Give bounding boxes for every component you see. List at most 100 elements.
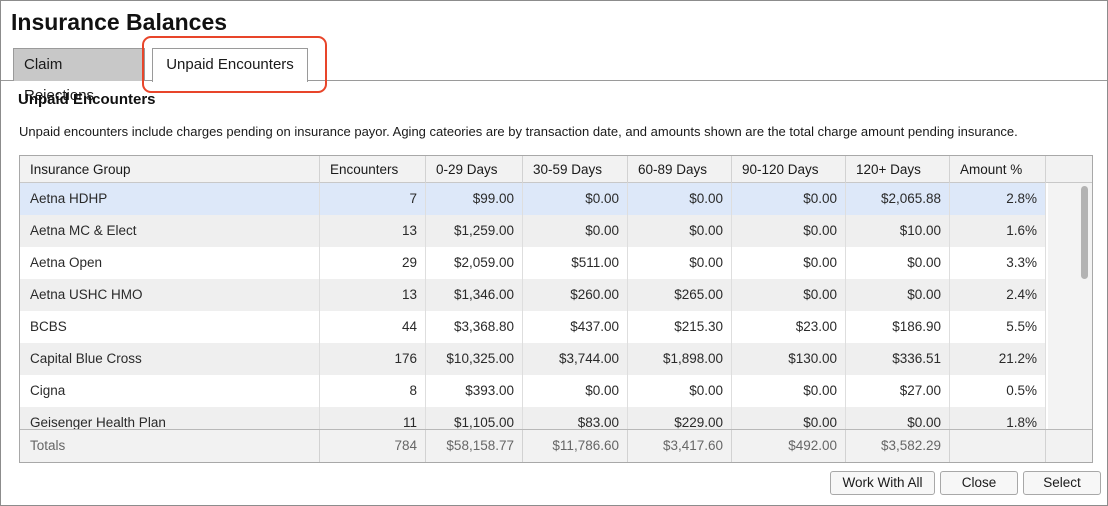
cell-insurance-group: Aetna USHC HMO (20, 279, 320, 311)
table-row[interactable]: Geisenger Health Plan 11 $1,105.00 $83.00 $2… (20, 407, 1046, 429)
cell-amount-pct: 1.8% (950, 407, 1046, 429)
cell-30-59-days: $260.00 (523, 279, 628, 311)
column-header-filler (1046, 156, 1092, 183)
cell-insurance-group: Capital Blue Cross (20, 343, 320, 375)
totals-row: Totals 784 $58,158.77 $11,786.60 $3,417.60 $4… (20, 429, 1092, 462)
column-header-60-89-days[interactable]: 60-89 Days (628, 156, 732, 183)
cell-insurance-group: Cigna (20, 375, 320, 407)
window-title: Insurance Balances (11, 9, 228, 35)
cell-90-120-days: $0.00 (732, 183, 846, 215)
cell-encounters: 13 (320, 215, 426, 247)
cell-30-59-days: $437.00 (523, 311, 628, 343)
vertical-scrollbar-thumb[interactable] (1081, 186, 1088, 279)
column-header-30-59-days[interactable]: 30-59 Days (523, 156, 628, 183)
cell-60-89-days: $265.00 (628, 279, 732, 311)
cell-amount-pct: 21.2% (950, 343, 1046, 375)
cell-amount-pct: 3.3% (950, 247, 1046, 279)
cell-0-29-days: $3,368.80 (426, 311, 523, 343)
cell-0-29-days: $10,325.00 (426, 343, 523, 375)
cell-insurance-group: Aetna MC & Elect (20, 215, 320, 247)
cell-60-89-days: $0.00 (628, 375, 732, 407)
cell-encounters: 44 (320, 311, 426, 343)
column-header-amount-pct[interactable]: Amount % (950, 156, 1046, 183)
column-header-0-29-days[interactable]: 0-29 Days (426, 156, 523, 183)
table-row[interactable]: Aetna MC & Elect 13 $1,259.00 $0.00 $0.00 $0.… (20, 215, 1046, 247)
totals-cell-amount-pct (950, 430, 1046, 462)
tab-unpaid-encounters[interactable]: Unpaid Encounters (152, 48, 308, 82)
cell-90-120-days: $23.00 (732, 311, 846, 343)
cell-120-plus-days: $2,065.88 (846, 183, 950, 215)
cell-120-plus-days: $0.00 (846, 247, 950, 279)
cell-0-29-days: $1,105.00 (426, 407, 523, 429)
cell-120-plus-days: $10.00 (846, 215, 950, 247)
totals-cell-120-plus-days: $3,582.29 (846, 430, 950, 462)
table-header: Insurance Group Encounters 0-29 Days 30-59 … (20, 156, 1092, 183)
cell-90-120-days: $0.00 (732, 279, 846, 311)
column-header-encounters[interactable]: Encounters (320, 156, 426, 183)
cell-90-120-days: $0.00 (732, 407, 846, 429)
cell-encounters: 13 (320, 279, 426, 311)
totals-cell-0-29-days: $58,158.77 (426, 430, 523, 462)
tab-claim-rejections[interactable]: Claim Rejections (13, 48, 145, 104)
cell-120-plus-days: $186.90 (846, 311, 950, 343)
column-header-insurance-group[interactable]: Insurance Group (20, 156, 320, 183)
table-row[interactable]: Aetna USHC HMO 13 $1,346.00 $260.00 $265.00 $… (20, 279, 1046, 311)
cell-60-89-days: $0.00 (628, 247, 732, 279)
cell-60-89-days: $229.00 (628, 407, 732, 429)
totals-cell-60-89-days: $3,417.60 (628, 430, 732, 462)
column-header-120-plus-days[interactable]: 120+ Days (846, 156, 950, 183)
cell-30-59-days: $511.00 (523, 247, 628, 279)
totals-cell-insurance-group: Totals (20, 430, 320, 462)
table-row[interactable]: Aetna HDHP 7 $99.00 $0.00 $0.00 $0.00 $2,065.8… (20, 183, 1046, 215)
cell-0-29-days: $99.00 (426, 183, 523, 215)
close-button[interactable]: Close (940, 471, 1018, 495)
cell-60-89-days: $215.30 (628, 311, 732, 343)
tab-bar-divider (1, 80, 1107, 81)
column-header-90-120-days[interactable]: 90-120 Days (732, 156, 846, 183)
cell-90-120-days: $130.00 (732, 343, 846, 375)
cell-120-plus-days: $0.00 (846, 407, 950, 429)
cell-90-120-days: $0.00 (732, 375, 846, 407)
cell-0-29-days: $393.00 (426, 375, 523, 407)
cell-90-120-days: $0.00 (732, 247, 846, 279)
unpaid-encounters-table: Insurance Group Encounters 0-29 Days 30-59 … (19, 155, 1093, 463)
cell-insurance-group: Geisenger Health Plan (20, 407, 320, 429)
select-button[interactable]: Select (1023, 471, 1101, 495)
cell-insurance-group: Aetna Open (20, 247, 320, 279)
cell-insurance-group: Aetna HDHP (20, 183, 320, 215)
cell-0-29-days: $1,346.00 (426, 279, 523, 311)
cell-60-89-days: $0.00 (628, 183, 732, 215)
cell-amount-pct: 0.5% (950, 375, 1046, 407)
work-with-all-button[interactable]: Work With All (830, 471, 935, 495)
table-row[interactable]: Capital Blue Cross 176 $10,325.00 $3,744.00… (20, 343, 1046, 375)
cell-encounters: 7 (320, 183, 426, 215)
table-row[interactable]: BCBS 44 $3,368.80 $437.00 $215.30 $23.00 $186.… (20, 311, 1046, 343)
cell-30-59-days: $83.00 (523, 407, 628, 429)
cell-encounters: 176 (320, 343, 426, 375)
cell-30-59-days: $0.00 (523, 375, 628, 407)
cell-120-plus-days: $27.00 (846, 375, 950, 407)
cell-insurance-group: BCBS (20, 311, 320, 343)
totals-cell-90-120-days: $492.00 (732, 430, 846, 462)
totals-cell-encounters: 784 (320, 430, 426, 462)
cell-amount-pct: 5.5% (950, 311, 1046, 343)
cell-amount-pct: 2.4% (950, 279, 1046, 311)
cell-amount-pct: 1.6% (950, 215, 1046, 247)
totals-cell-30-59-days: $11,786.60 (523, 430, 628, 462)
cell-60-89-days: $1,898.00 (628, 343, 732, 375)
section-description: Unpaid encounters include charges pendin… (19, 124, 1018, 139)
cell-0-29-days: $2,059.00 (426, 247, 523, 279)
cell-encounters: 11 (320, 407, 426, 429)
table-row[interactable]: Aetna Open 29 $2,059.00 $511.00 $0.00 $0.00 $0… (20, 247, 1046, 279)
table-body: Aetna HDHP 7 $99.00 $0.00 $0.00 $0.00 $2,065.8… (20, 183, 1046, 429)
cell-30-59-days: $3,744.00 (523, 343, 628, 375)
cell-30-59-days: $0.00 (523, 215, 628, 247)
totals-filler (1046, 430, 1092, 462)
section-title: Unpaid Encounters (18, 91, 156, 108)
table-row[interactable]: Cigna 8 $393.00 $0.00 $0.00 $0.00 $27.00 0.5% (20, 375, 1046, 407)
cell-amount-pct: 2.8% (950, 183, 1046, 215)
cell-90-120-days: $0.00 (732, 215, 846, 247)
cell-30-59-days: $0.00 (523, 183, 628, 215)
cell-0-29-days: $1,259.00 (426, 215, 523, 247)
